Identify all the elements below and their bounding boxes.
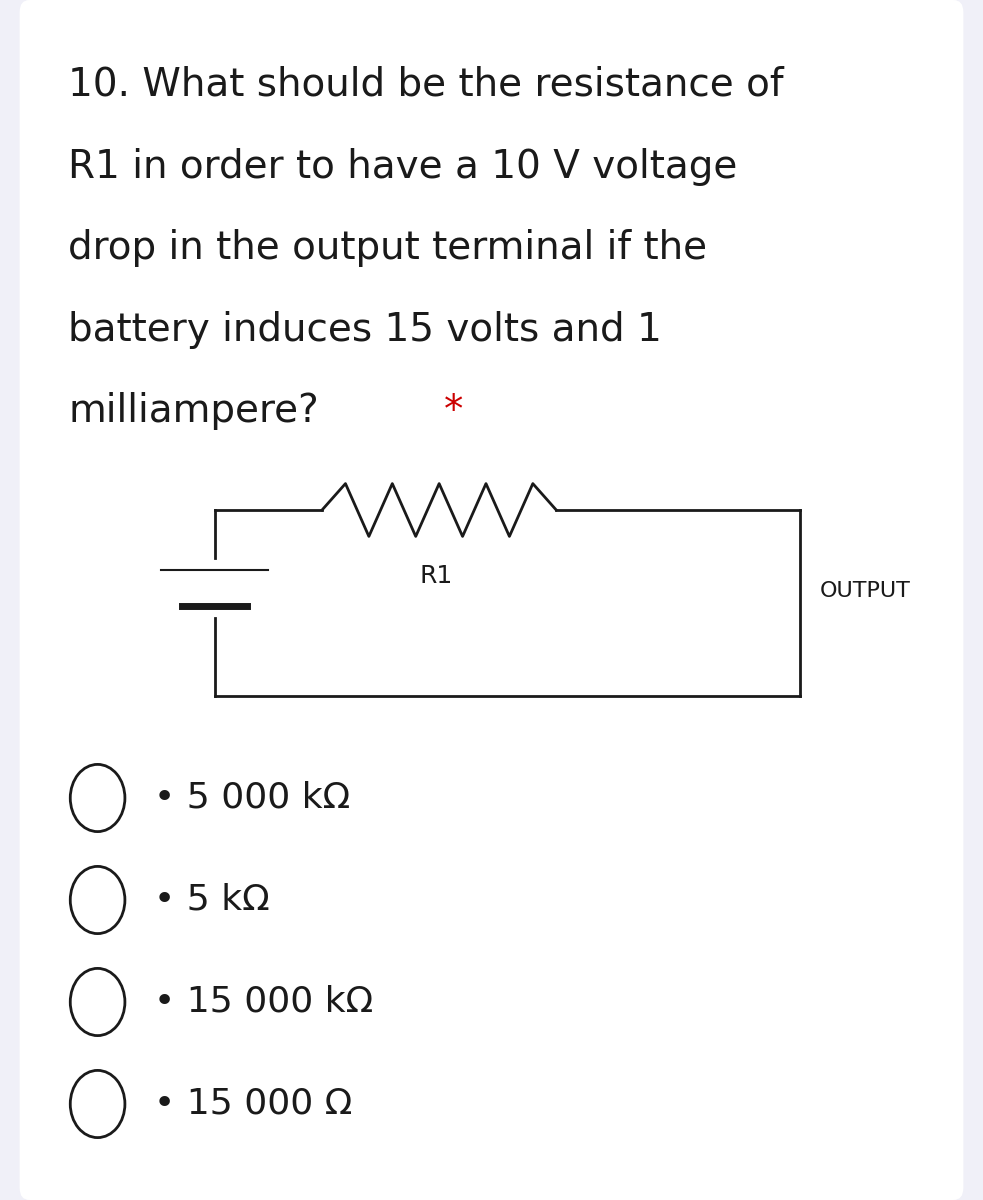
Text: milliampere?: milliampere? xyxy=(68,392,319,431)
Text: R1: R1 xyxy=(420,564,453,588)
Text: drop in the output terminal if the: drop in the output terminal if the xyxy=(68,229,708,268)
Text: • 15 000 kΩ: • 15 000 kΩ xyxy=(154,985,374,1019)
Text: • 5 000 kΩ: • 5 000 kΩ xyxy=(154,781,350,815)
Text: • 15 000 Ω: • 15 000 Ω xyxy=(154,1087,353,1121)
Text: R1 in order to have a 10 V voltage: R1 in order to have a 10 V voltage xyxy=(68,148,737,186)
Text: OUTPUT: OUTPUT xyxy=(820,581,910,601)
Text: 10. What should be the resistance of: 10. What should be the resistance of xyxy=(68,66,783,104)
Text: battery induces 15 volts and 1: battery induces 15 volts and 1 xyxy=(68,311,663,349)
Text: • 5 kΩ: • 5 kΩ xyxy=(154,883,270,917)
Text: *: * xyxy=(444,392,463,431)
